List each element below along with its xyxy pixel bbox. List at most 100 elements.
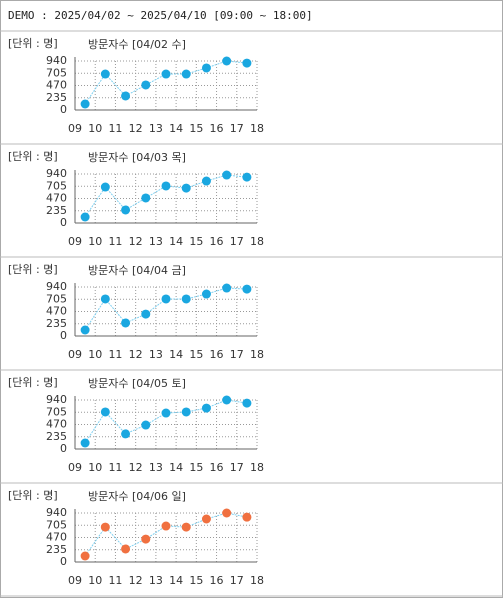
point — [141, 309, 151, 319]
y-tick-label: 705 — [46, 518, 67, 531]
point — [242, 172, 252, 182]
x-tick-label: 12 — [129, 122, 143, 135]
y-tick-label: 470 — [46, 418, 67, 431]
x-tick-label: 15 — [189, 574, 203, 587]
y-tick-label: 940 — [46, 393, 67, 406]
x-tick-label: 18 — [250, 574, 264, 587]
point — [242, 512, 252, 522]
x-tick-label: 11 — [108, 348, 122, 361]
point — [201, 63, 211, 73]
point — [161, 294, 171, 304]
point — [201, 514, 211, 524]
x-tick-label: 09 — [68, 348, 82, 361]
x-tick-label: 12 — [129, 348, 143, 361]
y-tick-label: 235 — [46, 91, 67, 104]
point — [80, 438, 90, 448]
x-tick-label: 13 — [149, 348, 163, 361]
y-tick-label: 235 — [46, 543, 67, 556]
chart-title: 방문자수 [04/03 목] — [88, 151, 186, 164]
x-tick-label: 16 — [210, 235, 224, 248]
point — [222, 170, 232, 180]
y-tick-label: 0 — [60, 216, 67, 229]
y-tick-label: 470 — [46, 305, 67, 318]
x-tick-label: 09 — [68, 235, 82, 248]
unit-label: [단위 : 명] — [8, 263, 58, 276]
y-tick-label: 705 — [46, 292, 67, 305]
point — [80, 99, 90, 109]
x-tick-label: 10 — [88, 235, 102, 248]
x-tick-label: 16 — [210, 122, 224, 135]
point — [222, 283, 232, 293]
x-tick-label: 14 — [169, 348, 183, 361]
x-tick-label: 18 — [250, 348, 264, 361]
x-tick-label: 09 — [68, 122, 82, 135]
x-tick-label: 17 — [230, 235, 244, 248]
header-text: DEMO : 2025/04/02 ~ 2025/04/10 [09:00 ~ … — [8, 9, 313, 22]
point — [161, 408, 171, 418]
unit-label: [단위 : 명] — [8, 489, 58, 502]
point — [161, 69, 171, 79]
unit-label: [단위 : 명] — [8, 37, 58, 50]
x-tick-label: 18 — [250, 235, 264, 248]
point — [181, 69, 191, 79]
x-tick-label: 13 — [149, 461, 163, 474]
x-tick-label: 16 — [210, 461, 224, 474]
point — [222, 56, 232, 66]
point — [161, 521, 171, 531]
y-tick-label: 0 — [60, 555, 67, 568]
chart-title: 방문자수 [04/04 금] — [88, 264, 186, 277]
point — [242, 284, 252, 294]
x-tick-label: 11 — [108, 574, 122, 587]
x-tick-label: 17 — [230, 122, 244, 135]
x-tick-label: 09 — [68, 461, 82, 474]
point — [121, 205, 131, 215]
unit-label: [단위 : 명] — [8, 376, 58, 389]
x-tick-label: 10 — [88, 348, 102, 361]
x-tick-label: 12 — [129, 235, 143, 248]
point — [80, 325, 90, 335]
y-tick-label: 940 — [46, 280, 67, 293]
x-tick-label: 12 — [129, 574, 143, 587]
point — [201, 403, 211, 413]
y-tick-label: 470 — [46, 531, 67, 544]
point — [100, 69, 110, 79]
unit-label: [단위 : 명] — [8, 150, 58, 163]
x-tick-label: 11 — [108, 461, 122, 474]
y-tick-label: 0 — [60, 329, 67, 342]
point — [181, 183, 191, 193]
point — [121, 318, 131, 328]
x-tick-label: 15 — [189, 461, 203, 474]
point — [80, 551, 90, 561]
x-tick-label: 10 — [88, 122, 102, 135]
x-tick-label: 09 — [68, 574, 82, 587]
point — [141, 534, 151, 544]
point — [181, 522, 191, 532]
point — [121, 544, 131, 554]
y-tick-label: 0 — [60, 442, 67, 455]
line — [84, 174, 247, 218]
y-tick-label: 705 — [46, 405, 67, 418]
x-tick-label: 15 — [189, 235, 203, 248]
y-tick-label: 235 — [46, 430, 67, 443]
point — [121, 429, 131, 439]
point — [181, 407, 191, 417]
x-tick-label: 14 — [169, 574, 183, 587]
chart-title: 방문자수 [04/05 토] — [88, 377, 186, 390]
x-tick-label: 17 — [230, 348, 244, 361]
point — [100, 294, 110, 304]
x-tick-label: 10 — [88, 461, 102, 474]
y-tick-label: 235 — [46, 204, 67, 217]
y-tick-label: 940 — [46, 54, 67, 67]
point — [141, 193, 151, 203]
point — [222, 508, 232, 518]
y-tick-label: 705 — [46, 179, 67, 192]
x-tick-label: 13 — [149, 574, 163, 587]
chart-title: 방문자수 [04/02 수] — [88, 38, 186, 51]
y-tick-label: 470 — [46, 192, 67, 205]
point — [141, 80, 151, 90]
x-tick-label: 17 — [230, 461, 244, 474]
x-tick-label: 12 — [129, 461, 143, 474]
x-tick-label: 14 — [169, 461, 183, 474]
x-tick-label: 16 — [210, 348, 224, 361]
